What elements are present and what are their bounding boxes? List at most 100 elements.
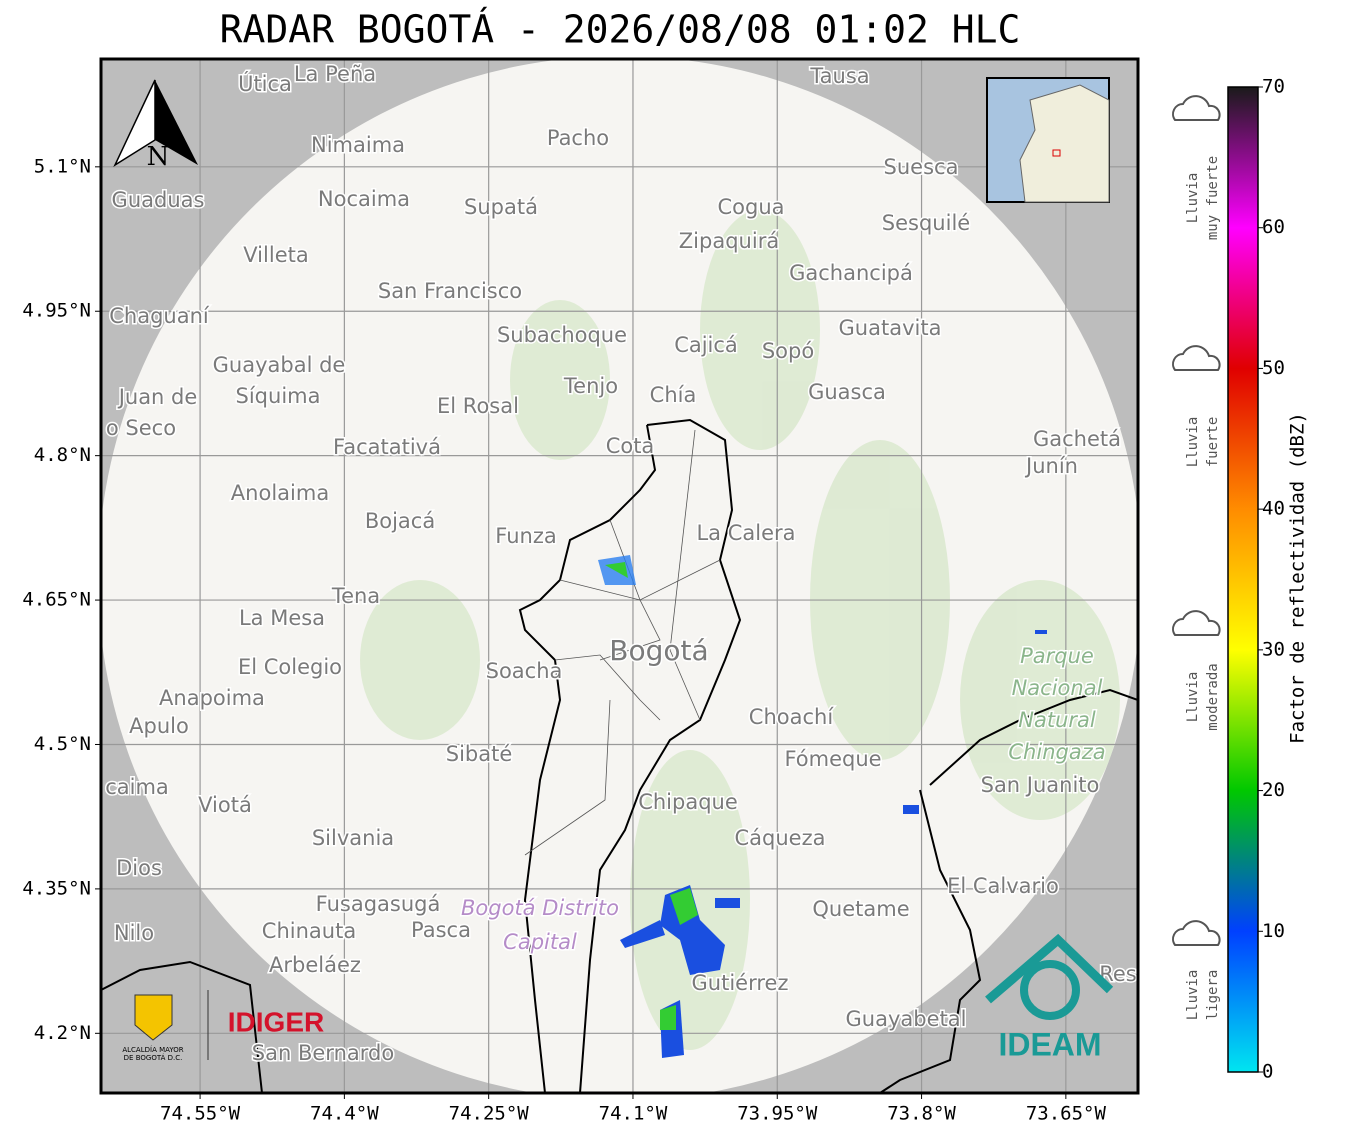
radar-echoes: [598, 555, 1047, 1058]
place-label: Cajicá: [674, 333, 738, 357]
colorbar-tick-label: 30: [1262, 638, 1285, 660]
place-label: Funza: [495, 524, 556, 548]
y-tick-label: 5.1°N: [34, 155, 91, 177]
district-label: Bogotá Distrito: [461, 896, 619, 920]
alcaldia-shield: [134, 994, 173, 1041]
place-label: Bogotá: [609, 634, 708, 667]
place-label: Sesquilé: [882, 211, 970, 235]
x-tick-label: 74.4°W: [310, 1103, 379, 1125]
place-label: San Bernardo: [252, 1041, 394, 1065]
colorbar-tick-label: 70: [1262, 76, 1285, 98]
place-label: Guayabal de: [213, 353, 346, 377]
intensity-label: Lluvia: [1185, 417, 1201, 468]
place-label: caima: [105, 775, 169, 799]
place-label: Fómeque: [784, 747, 881, 771]
place-label: Fusagasugá: [316, 892, 441, 916]
place-label: Síquima: [236, 384, 321, 408]
place-label: Junín: [1024, 454, 1078, 478]
y-tick-label: 4.5°N: [34, 733, 91, 755]
x-tick-label: 74.55°W: [160, 1103, 241, 1125]
north-arrow-right: [155, 80, 198, 165]
place-label: Guaduas: [112, 188, 205, 212]
y-tick-label: 4.65°N: [22, 589, 91, 611]
place-label: Tenjo: [563, 374, 618, 398]
park-label: Parque: [1020, 644, 1094, 668]
place-label: Sopó: [762, 339, 814, 363]
colorbar-tick-label: 40: [1262, 498, 1285, 520]
place-label: Útica: [238, 71, 292, 96]
place-label: Viotá: [198, 793, 252, 817]
park-label: Nacional: [1012, 676, 1103, 700]
map-frame: [99, 57, 1140, 1095]
place-label: Pasca: [411, 918, 471, 942]
intensity-label: Lluvia: [1185, 173, 1201, 224]
y-tick-label: 4.95°N: [22, 300, 91, 322]
place-label: Nilo: [114, 921, 154, 945]
place-label: Suesca: [884, 155, 959, 179]
ideam-swirl: [1020, 960, 1080, 1020]
colorbar-tick-label: 0: [1262, 1061, 1273, 1083]
weather-icon: [1172, 345, 1221, 371]
ideam-roof: [985, 933, 1114, 1004]
place-label: Bojacá: [365, 509, 435, 533]
place-label: Guatavita: [839, 316, 942, 340]
place-label: Anolaima: [231, 481, 329, 505]
weather-icon: [1172, 610, 1221, 636]
district-label: Capital: [503, 930, 577, 954]
place-label: Tausa: [809, 64, 869, 88]
colorbar-tick-label: 60: [1262, 216, 1285, 238]
place-label: El Rosal: [437, 394, 519, 418]
place-label: El Colegio: [238, 655, 342, 679]
y-tick-label: 4.35°N: [22, 877, 91, 899]
place-label: Gachancipá: [789, 261, 913, 285]
place-label: Apulo: [129, 714, 189, 738]
place-label: Pacho: [547, 126, 609, 150]
place-label: o Seco: [106, 416, 176, 440]
place-label: San Francisco: [378, 279, 522, 303]
north-label: N: [147, 142, 170, 172]
place-label: La Peña: [294, 62, 376, 86]
place-label: Dios: [116, 856, 162, 880]
colorbar-tick-label: 10: [1262, 920, 1285, 942]
place-label: Cota: [606, 434, 655, 458]
colorbar-label: Factor de reflectividad (dBZ): [1287, 412, 1309, 744]
intensity-label: fuerte: [1205, 417, 1221, 468]
terrain: [360, 210, 1120, 1050]
place-label: Nocaima: [318, 187, 410, 211]
weather-icon: [1172, 920, 1221, 946]
place-label: Chinauta: [262, 919, 356, 943]
localities: [524, 429, 721, 856]
alcaldia-line: ALCALDÍA MAYOR: [122, 1045, 183, 1054]
intensity-label: Lluvia: [1185, 970, 1201, 1021]
y-tick-label: 4.8°N: [34, 444, 91, 466]
park-label: Natural: [1018, 708, 1096, 732]
x-tick-label: 73.8°W: [887, 1103, 956, 1125]
place-label: San Juanito: [981, 773, 1100, 797]
place-label: Juan de: [117, 385, 198, 409]
place-label: Cogua: [717, 195, 784, 219]
intensity-label: ligera: [1205, 970, 1221, 1021]
place-label: La Calera: [696, 521, 795, 545]
map: Útica La Peña Tausa Pacho Nimaima Guaduas Noca…: [101, 59, 1138, 1093]
place-label: La Mesa: [239, 606, 325, 630]
place-label: Guasca: [808, 380, 886, 404]
place-label: Tena: [331, 584, 380, 608]
park-label: Chingaza: [1008, 740, 1105, 764]
x-tick-label: 73.95°W: [737, 1103, 818, 1125]
colorbar-tick-label: 20: [1262, 779, 1285, 801]
place-label: Soacha: [486, 659, 563, 683]
place-label: Zipaquirá: [679, 229, 779, 253]
place-label: Facatativá: [333, 435, 441, 459]
place-label: Guayabetal: [846, 1007, 967, 1031]
intensity-label: muy fuerte: [1205, 156, 1221, 240]
x-tick-label: 74.25°W: [449, 1103, 530, 1125]
place-label: Cáqueza: [735, 826, 826, 850]
y-tick-label: 4.2°N: [34, 1022, 91, 1044]
place-label: Nimaima: [311, 133, 405, 157]
place-label: Arbeláez: [269, 953, 361, 977]
place-label: Chaguaní: [109, 304, 210, 328]
place-label: Quetame: [812, 897, 909, 921]
place-label: Choachí: [749, 705, 835, 729]
place-label: Supatá: [464, 195, 538, 219]
